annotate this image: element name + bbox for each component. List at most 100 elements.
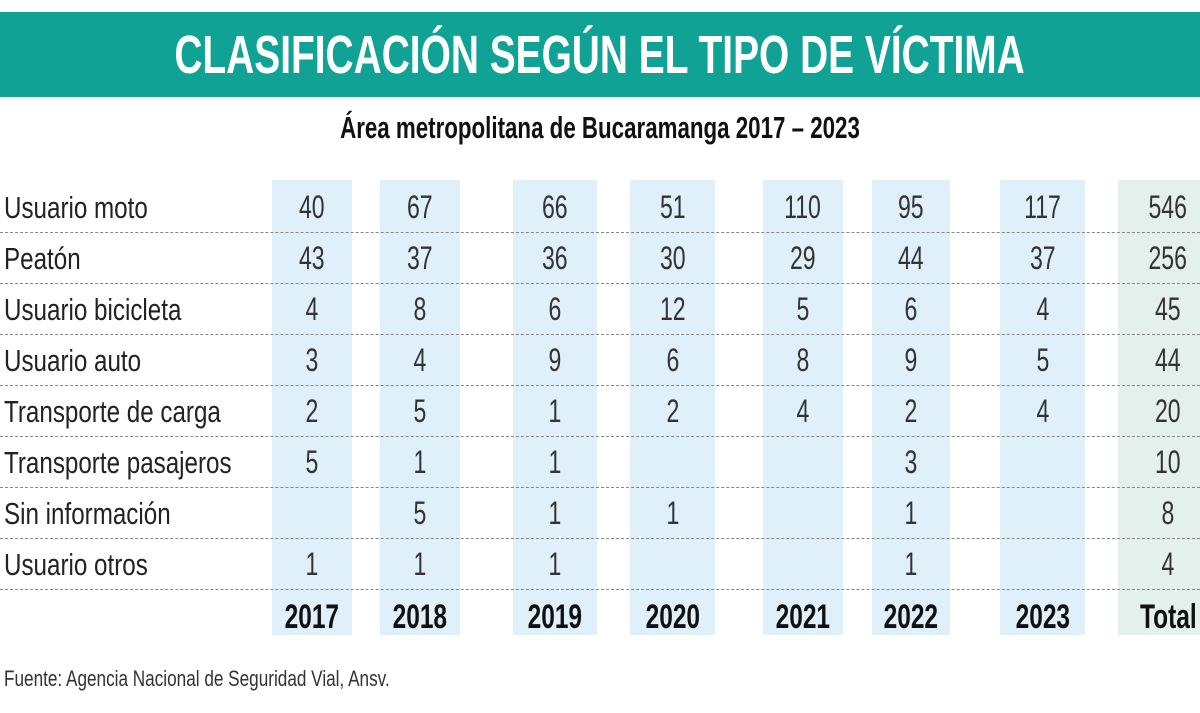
column-header-text: 2018 — [392, 598, 448, 636]
cell-value: 110 — [784, 189, 822, 225]
table-cell: 43 — [272, 233, 352, 284]
table-cell: 4 — [1118, 539, 1200, 590]
row-label: Usuario auto — [4, 335, 180, 386]
cell-value: 44 — [898, 240, 924, 276]
table-cell: 20 — [1118, 386, 1200, 437]
column-header-text: 2020 — [645, 598, 700, 636]
column-header-text: 2021 — [775, 598, 831, 636]
cell-value: 43 — [299, 240, 325, 276]
column-header: 2017 — [262, 593, 362, 641]
table-cell: 5 — [763, 284, 843, 335]
row-divider — [0, 538, 1200, 539]
table-cell: 8 — [380, 284, 460, 335]
table-cell: 44 — [1118, 335, 1200, 386]
cell-value: 67 — [407, 189, 433, 225]
cell-value: 2 — [666, 393, 679, 429]
table-cell: 37 — [380, 233, 460, 284]
cell-value: 95 — [898, 189, 924, 225]
table-cell — [763, 437, 843, 488]
table-cell: 9 — [872, 335, 950, 386]
cell-value: 4 — [1036, 291, 1049, 327]
column-header: 2018 — [370, 593, 470, 641]
table-cell: 1 — [513, 488, 597, 539]
cell-value: 4 — [413, 342, 427, 378]
cell-value: 4 — [1161, 546, 1175, 582]
cell-value: 5 — [413, 495, 427, 531]
cell-value: 10 — [1155, 444, 1181, 480]
cell-value: 1 — [548, 546, 562, 582]
cell-value: 40 — [299, 189, 325, 225]
table-cell — [630, 539, 715, 590]
title-band — [0, 12, 1200, 97]
table-cell: 546 — [1118, 182, 1200, 233]
cell-value: 5 — [305, 444, 319, 480]
cell-value: 5 — [1036, 342, 1049, 378]
table-cell: 4 — [763, 386, 843, 437]
table-cell: 1 — [380, 437, 460, 488]
chart-subtitle-text: Área metropolitana de Bucaramanga 2017 –… — [340, 110, 860, 145]
cell-value: 256 — [1148, 240, 1188, 276]
cell-value: 4 — [305, 291, 319, 327]
cell-value: 2 — [305, 393, 319, 429]
table-cell: 44 — [872, 233, 950, 284]
cell-value: 4 — [1036, 393, 1049, 429]
cell-value: 51 — [659, 189, 686, 225]
cell-value: 9 — [548, 342, 562, 378]
table-cell: 66 — [513, 182, 597, 233]
chart-title: CLASIFICACIÓN SEGÚN EL TIPO DE VÍCTIMA — [0, 18, 1200, 92]
column-header: 2021 — [753, 593, 853, 641]
source-note-text: Fuente: Agencia Nacional de Seguridad Vi… — [4, 666, 390, 691]
column-header-text: 2017 — [284, 598, 340, 636]
table-cell: 5 — [380, 488, 460, 539]
year-column-band — [872, 180, 950, 635]
cell-value: 12 — [659, 291, 686, 327]
cell-value: 6 — [666, 342, 679, 378]
cell-value: 4 — [796, 393, 810, 429]
table-cell — [1000, 437, 1085, 488]
cell-value: 1 — [904, 546, 918, 582]
chart-subtitle: Área metropolitana de Bucaramanga 2017 –… — [0, 110, 1200, 146]
table-cell: 8 — [763, 335, 843, 386]
table-cell: 1 — [272, 539, 352, 590]
table-cell: 256 — [1118, 233, 1200, 284]
table-cell: 117 — [1000, 182, 1085, 233]
table-cell: 36 — [513, 233, 597, 284]
table-cell: 2 — [872, 386, 950, 437]
cell-value: 29 — [790, 240, 816, 276]
cell-value: 6 — [548, 291, 562, 327]
table-cell: 3 — [872, 437, 950, 488]
table-cell: 6 — [872, 284, 950, 335]
table-cell: 1 — [513, 386, 597, 437]
column-header-text: 2023 — [1015, 598, 1070, 636]
table-cell: 110 — [763, 182, 843, 233]
table-cell: 6 — [630, 335, 715, 386]
cell-value: 1 — [413, 546, 427, 582]
column-header: 2022 — [862, 593, 960, 641]
cell-value: 1 — [666, 495, 679, 531]
cell-value: 37 — [1029, 240, 1056, 276]
cell-value: 117 — [1024, 189, 1061, 225]
column-header: Total — [1108, 593, 1200, 641]
cell-value: 37 — [407, 240, 433, 276]
cell-value: 1 — [548, 393, 562, 429]
table-cell: 95 — [872, 182, 950, 233]
table-cell — [272, 488, 352, 539]
cell-value: 1 — [548, 444, 562, 480]
row-label-text: Transporte pasajeros — [4, 445, 232, 480]
table-cell: 1 — [513, 539, 597, 590]
table-cell: 4 — [1000, 284, 1085, 335]
row-divider — [0, 334, 1200, 335]
cell-value: 3 — [904, 444, 918, 480]
row-divider — [0, 232, 1200, 233]
row-label: Transporte pasajeros — [4, 437, 296, 488]
column-header-text: 2022 — [883, 598, 939, 636]
table-cell: 3 — [272, 335, 352, 386]
row-label: Usuario otros — [4, 539, 188, 590]
year-column-band — [513, 180, 597, 635]
cell-value: 546 — [1148, 189, 1188, 225]
table-cell — [1000, 539, 1085, 590]
row-label-text: Usuario otros — [4, 547, 148, 582]
table-cell: 40 — [272, 182, 352, 233]
total-column-band — [1118, 180, 1200, 635]
table-cell: 30 — [630, 233, 715, 284]
